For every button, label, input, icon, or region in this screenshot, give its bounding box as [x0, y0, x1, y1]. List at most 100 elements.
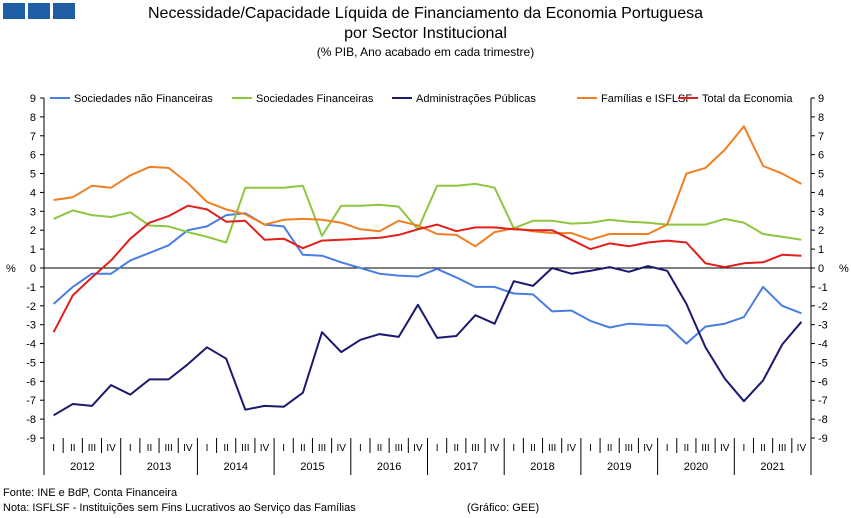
quarter-label: IV	[797, 443, 807, 454]
legend-entry: Sociedades Financeiras	[256, 93, 374, 105]
chart-title: Necessidade/Capacidade Líquida de Financ…	[0, 4, 851, 44]
quarter-label: I	[589, 443, 592, 454]
series-line	[53, 182, 802, 244]
quarter-label: III	[471, 443, 479, 454]
y-tick-label-right: -2	[818, 301, 828, 313]
quarter-label: I	[512, 443, 515, 454]
chart-credit: (Gráfico: GEE)	[467, 502, 540, 514]
quarter-label: II	[70, 443, 76, 454]
legend-entry: Administrações Públicas	[416, 93, 536, 105]
y-tick-label-left: -7	[26, 395, 36, 407]
legend-entry: Total da Economia	[702, 93, 793, 105]
year-label: 2018	[530, 461, 554, 473]
series-line	[52, 204, 802, 333]
logo-block	[53, 3, 75, 19]
y-tick-label-right: -7	[818, 395, 828, 407]
quarter-label: I	[742, 443, 745, 454]
logo-block	[28, 3, 50, 19]
y-tick-label-left: -9	[26, 433, 36, 445]
year-label: 2015	[300, 461, 324, 473]
series-line	[53, 125, 802, 248]
quarter-label: II	[223, 443, 229, 454]
quarter-label: III	[164, 443, 172, 454]
quarter-label: IV	[643, 443, 653, 454]
chart-subtitle: (% PIB, Ano acabado em cada trimestre)	[316, 45, 535, 59]
quarter-label: III	[88, 443, 96, 454]
y-tick-label-right: 7	[818, 131, 824, 143]
y-tick-label-right: -9	[818, 433, 828, 445]
quarter-label: I	[206, 443, 209, 454]
legend-entry: Sociedades não Financeiras	[74, 93, 213, 105]
quarter-label: II	[377, 443, 383, 454]
footnote: Nota: ISFLSF - Instituições sem Fins Luc…	[3, 502, 356, 514]
y-tick-label-left: -1	[26, 282, 36, 294]
quarter-label: II	[607, 443, 613, 454]
y-tick-label-right: 0	[818, 263, 824, 275]
y-tick-label-left: 8	[30, 112, 36, 124]
quarter-label: III	[701, 443, 709, 454]
y-tick-label-left: 1	[30, 244, 36, 256]
y-tick-label-left: -5	[26, 357, 36, 369]
quarter-label: II	[300, 443, 306, 454]
quarter-label: I	[282, 443, 285, 454]
series-line	[53, 265, 803, 417]
y-tick-label-left: 4	[30, 187, 36, 199]
y-tick-label-left: -6	[26, 376, 36, 388]
quarter-label: IV	[490, 443, 500, 454]
y-tick-label-right: 6	[818, 150, 824, 162]
gee-logo-icon	[3, 3, 75, 19]
y-tick-label-right: -5	[818, 357, 828, 369]
quarter-label: III	[318, 443, 326, 454]
y-tick-label-right: 9	[818, 93, 824, 105]
y-tick-label-right: -3	[818, 320, 828, 332]
quarter-label: III	[778, 443, 786, 454]
quarter-label: II	[684, 443, 690, 454]
quarter-label: II	[530, 443, 536, 454]
chart-title-line-1: Necessidade/Capacidade Líquida de Financ…	[147, 5, 704, 22]
quarter-label: II	[453, 443, 459, 454]
y-tick-label-left: -4	[26, 339, 36, 351]
y-tick-label-right: 2	[818, 225, 824, 237]
y-tick-label-right: 1	[818, 244, 824, 256]
quarter-label: I	[666, 443, 669, 454]
quarter-label: II	[760, 443, 766, 454]
quarter-label: I	[436, 443, 439, 454]
y-tick-label-right: -1	[818, 282, 828, 294]
y-tick-label-left: 5	[30, 169, 36, 181]
quarter-label: III	[395, 443, 403, 454]
y-tick-label-left: -3	[26, 320, 36, 332]
quarter-label: III	[241, 443, 249, 454]
y-tick-label-left: 6	[30, 150, 36, 162]
y-tick-label-right: -8	[818, 414, 828, 426]
y-tick-label-left: 3	[30, 206, 36, 218]
legend-entry: Famílias e ISFLSF	[601, 93, 692, 105]
quarter-label: I	[129, 443, 132, 454]
quarter-label: IV	[260, 443, 270, 454]
quarter-label: III	[548, 443, 556, 454]
y-tick-label-right: -4	[818, 339, 828, 351]
y-tick-label-right: 4	[818, 187, 824, 199]
quarter-label: IV	[183, 443, 193, 454]
y-axis-label-right: %	[839, 263, 849, 275]
y-tick-label-left: -8	[26, 414, 36, 426]
year-label: 2012	[70, 461, 94, 473]
y-tick-label-right: 5	[818, 169, 824, 181]
y-tick-label-left: 2	[30, 225, 36, 237]
y-tick-label-left: 7	[30, 131, 36, 143]
year-label: 2019	[607, 461, 631, 473]
y-tick-label-left: 9	[30, 93, 36, 105]
quarter-label: II	[147, 443, 153, 454]
year-label: 2016	[377, 461, 401, 473]
quarter-label: III	[625, 443, 633, 454]
year-label: 2021	[760, 461, 784, 473]
y-tick-label-left: 0	[30, 263, 36, 275]
quarter-label: IV	[336, 443, 346, 454]
quarter-label: I	[52, 443, 55, 454]
y-axis-label-left: %	[6, 263, 16, 275]
quarter-label: I	[359, 443, 362, 454]
y-tick-label-left: -2	[26, 301, 36, 313]
series-line	[52, 212, 802, 345]
year-label: 2013	[147, 461, 171, 473]
chart-title-line-2: por Sector Institucional	[344, 25, 507, 42]
quarter-label: IV	[720, 443, 730, 454]
